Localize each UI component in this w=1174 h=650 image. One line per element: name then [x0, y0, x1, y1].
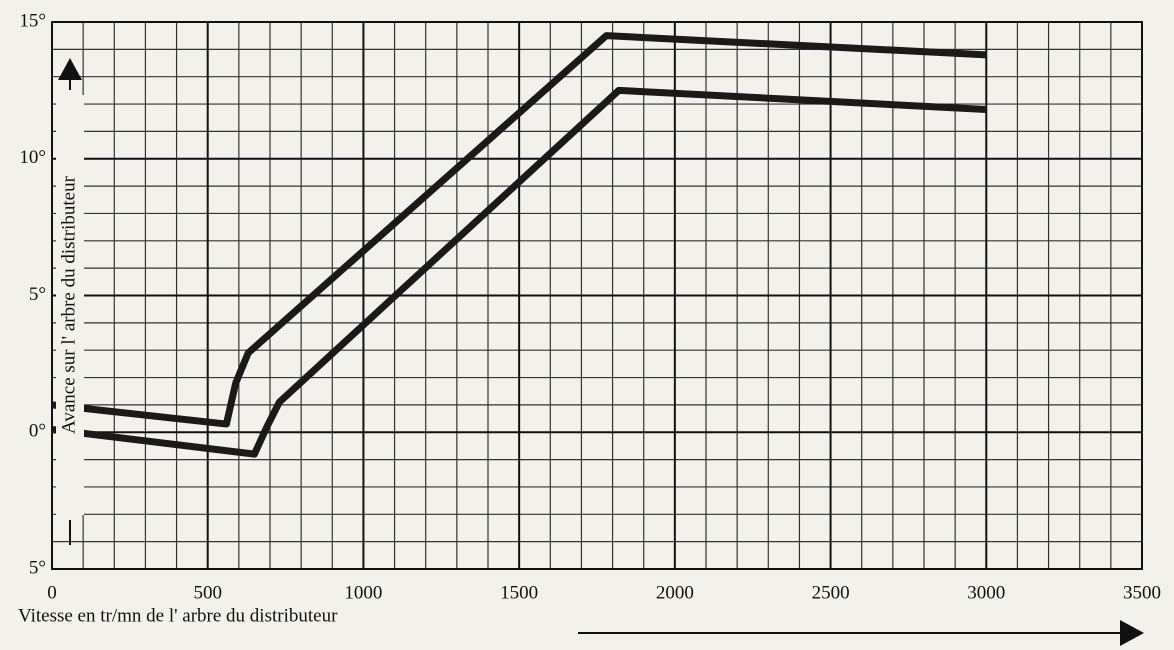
y-axis-label-group: Avance sur l' arbre du distributeur: [56, 58, 84, 545]
series-line: [51, 32, 987, 428]
y-tick-label: 5°: [29, 284, 46, 305]
y-label-bg: [56, 95, 84, 515]
plot-frame: [51, 21, 1143, 570]
y-tick-label: 0°: [29, 421, 46, 442]
x-tick-label: 2500: [812, 582, 850, 603]
y-tick-label: 10°: [19, 147, 46, 168]
grid: [51, 21, 1143, 570]
x-arrow-head: [1120, 620, 1144, 646]
x-axis-label: Vitesse en tr/mn de l' arbre du distribu…: [18, 605, 338, 626]
x-tick-label: 500: [193, 582, 222, 603]
series-line: [51, 86, 987, 458]
y-tick-label: 15°: [19, 10, 46, 31]
y-axis-label: Avance sur l' arbre du distributeur: [58, 175, 79, 434]
x-tick-label: 1500: [500, 582, 538, 603]
lines: [51, 32, 987, 458]
x-tick-label: 1000: [344, 582, 382, 603]
x-tick-label: 0: [47, 582, 57, 603]
y-arrow-head: [58, 58, 82, 80]
x-tick-label: 3000: [967, 582, 1005, 603]
x-tick-label: 2000: [656, 582, 694, 603]
x-tick-label: 3500: [1123, 582, 1161, 603]
y-tick-label: 5°: [29, 557, 46, 578]
